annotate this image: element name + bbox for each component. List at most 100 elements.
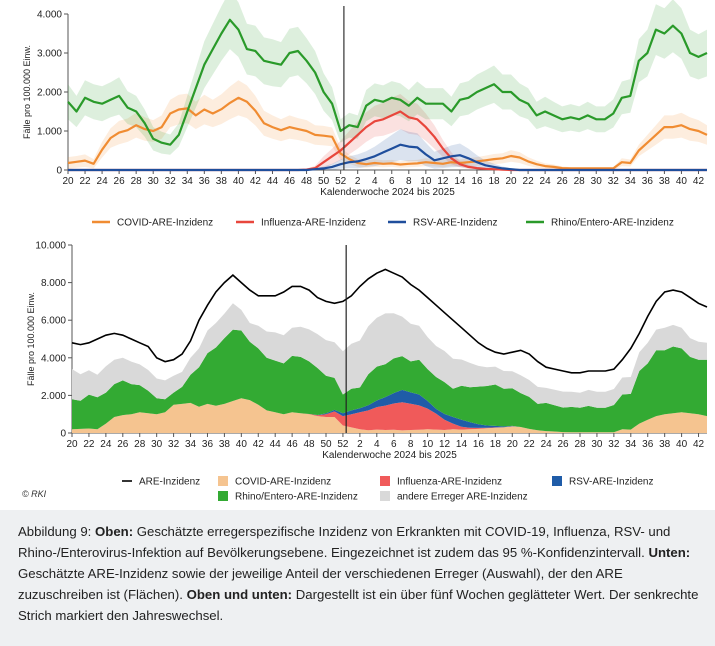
x-tick-label: 40 — [676, 439, 688, 450]
x-tick-label: 28 — [574, 439, 586, 450]
x-tick-label: 26 — [114, 176, 126, 187]
x-tick-label: 20 — [66, 439, 78, 450]
x-tick-label: 22 — [524, 439, 536, 450]
caption-fig-label: Abbildung 9: — [18, 524, 92, 539]
x-tick-label: 50 — [318, 176, 330, 187]
x-axis-label: Kalenderwoche 2024 bis 2025 — [320, 187, 455, 198]
legend-bottom: ARE-Inzidenz COVID-ARE-Inzidenz Influenza-… — [122, 476, 653, 503]
x-tick-label: 36 — [642, 176, 654, 187]
legend-label-influenza-are-inzidenz: Influenza-ARE-Inzidenz — [397, 477, 502, 488]
y-tick-label: 2.000 — [41, 391, 66, 402]
x-tick-label: 34 — [185, 439, 197, 450]
rhino-entero-are-inzidenz-ci-band — [68, 0, 707, 155]
x-tick-label: 30 — [591, 439, 603, 450]
legend-label-rsv-are-inzidenz: RSV-ARE-Inzidenz — [413, 218, 497, 229]
x-tick-label: 18 — [490, 439, 502, 450]
x-tick-label: 34 — [625, 439, 637, 450]
legend-label-are-inzidenz: ARE-Inzidenz — [139, 477, 200, 488]
x-tick-label: 36 — [202, 439, 214, 450]
x-tick-label: 22 — [79, 176, 91, 187]
covid-are-inzidenz-area — [72, 398, 707, 433]
x-tick-label: 20 — [507, 439, 519, 450]
covid-are-inzidenz-line — [67, 96, 708, 170]
x-tick-label: 46 — [284, 176, 296, 187]
y-tick-label: 8.000 — [41, 278, 66, 289]
x-tick-label: 26 — [558, 439, 570, 450]
x-tick-label: 50 — [320, 439, 332, 450]
x-tick-label: 28 — [131, 176, 143, 187]
x-tick-label: 18 — [488, 176, 500, 187]
x-tick-label: 8 — [408, 439, 414, 450]
x-tick-label: 34 — [182, 176, 194, 187]
x-tick-label: 48 — [301, 176, 313, 187]
legend-label-rhino-entero-are-inzidenz: Rhino/Entero-ARE-Inzidenz — [551, 218, 674, 229]
y-tick-label: 10.000 — [35, 241, 66, 252]
caption-both-label: Oben und unten: — [186, 587, 293, 602]
x-axis-label: Kalenderwoche 2024 bis 2025 — [322, 450, 457, 461]
y-tick-label: 3.000 — [37, 49, 62, 60]
x-tick-label: 24 — [540, 176, 552, 187]
x-tick-label: 20 — [62, 176, 74, 187]
rsv-are-inzidenz-area — [72, 389, 707, 433]
caption-unten-text: Geschätzte ARE-Inzidenz sowie der jeweil… — [18, 566, 623, 602]
y-tick-label: 2.000 — [37, 88, 62, 99]
x-tick-label: 40 — [676, 176, 688, 187]
legend-label-rsv-are-inzidenz: RSV-ARE-Inzidenz — [569, 477, 653, 488]
y-tick-label: 1.000 — [37, 127, 62, 138]
x-tick-label: 10 — [420, 176, 432, 187]
x-tick-label: 28 — [574, 176, 586, 187]
x-tick-label: 32 — [608, 176, 620, 187]
x-tick-label: 16 — [471, 176, 483, 187]
x-tick-label: 40 — [236, 439, 248, 450]
x-tick-label: 12 — [437, 176, 449, 187]
x-tick-label: 32 — [168, 439, 180, 450]
x-tick-label: 4 — [372, 176, 378, 187]
x-tick-label: 36 — [642, 439, 654, 450]
x-tick-label: 22 — [523, 176, 535, 187]
x-tick-label: 30 — [148, 176, 160, 187]
x-tick-label: 42 — [250, 176, 262, 187]
are-inzidenz-line — [71, 268, 708, 374]
legend-label-rhino-entero-are-inzidenz: Rhino/Entero-ARE-Inzidenz — [235, 492, 358, 503]
legend-label-covid-are-inzidenz: COVID-ARE-Inzidenz — [117, 218, 213, 229]
y-axis-label: Fälle pro 100.000 Einw. — [22, 45, 32, 139]
legend-top: COVID-ARE-Inzidenz Influenza-ARE-Inzidenz… — [92, 218, 674, 229]
rhino-entero-are-inzidenz-area — [72, 329, 707, 433]
legend-swatch-rsv-are-inzidenz — [552, 476, 562, 486]
x-tick-label: 38 — [659, 176, 671, 187]
x-tick-label: 2 — [357, 439, 363, 450]
caption-oben-text: Geschätzte erregerspezifische Inzidenz v… — [18, 524, 671, 560]
x-tick-label: 30 — [151, 439, 163, 450]
x-tick-label: 24 — [100, 439, 112, 450]
y-tick-label: 4.000 — [37, 10, 62, 21]
x-tick-label: 52 — [335, 176, 347, 187]
x-tick-label: 44 — [267, 176, 279, 187]
x-tick-label: 4 — [374, 439, 380, 450]
caption-unten-label: Unten: — [648, 545, 691, 560]
x-tick-label: 38 — [219, 439, 231, 450]
x-tick-label: 20 — [505, 176, 517, 187]
y-axis-label: Fälle pro 100.000 Einw. — [26, 292, 36, 386]
rsv-are-inzidenz-line — [68, 143, 707, 172]
andere-erreger-are-inzidenz-area — [72, 303, 707, 408]
x-tick-label: 2 — [355, 176, 361, 187]
covid-are-inzidenz-ci-band — [68, 80, 707, 170]
x-tick-label: 24 — [541, 439, 553, 450]
x-tick-label: 32 — [165, 176, 177, 187]
x-tick-label: 10 — [422, 439, 434, 450]
x-tick-label: 6 — [389, 176, 395, 187]
legend-label-andere-erreger-are-inzidenz: andere Erreger ARE-Inzidenz — [397, 492, 528, 503]
x-tick-label: 30 — [591, 176, 603, 187]
figure-caption: Abbildung 9: Oben: Geschätzte erregerspe… — [0, 510, 715, 646]
caption-both-text: Dargestellt ist ein über fünf Wochen geg… — [18, 587, 699, 623]
x-tick-label: 48 — [304, 439, 316, 450]
x-tick-label: 22 — [83, 439, 95, 450]
x-tick-label: 8 — [406, 176, 412, 187]
x-tick-label: 14 — [454, 176, 466, 187]
y-tick-label: 6.000 — [41, 316, 66, 327]
x-tick-label: 14 — [456, 439, 468, 450]
legend-swatch-rhino-entero-are-inzidenz — [218, 491, 228, 501]
x-tick-label: 38 — [659, 439, 671, 450]
